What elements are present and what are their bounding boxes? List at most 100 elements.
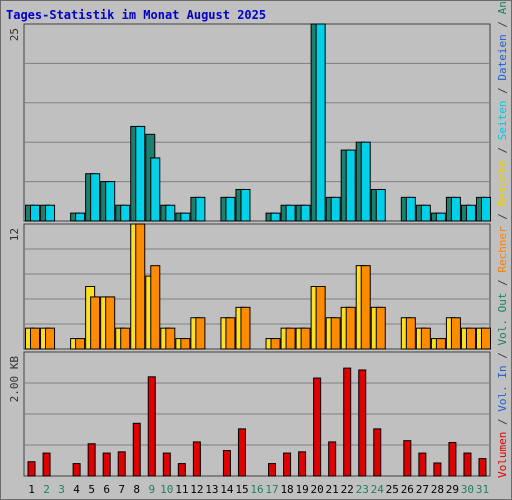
day-label-1: 1 — [28, 483, 35, 496]
day-label-8: 8 — [133, 483, 140, 496]
legend-segment-4: Vol. Out — [496, 293, 509, 346]
bar-volumen-day-29 — [448, 442, 457, 477]
bar-rechner-day-5 — [90, 296, 101, 350]
bar-seiten-day-24 — [375, 188, 386, 222]
bar-volumen-day-23 — [358, 369, 367, 477]
bar-volumen-day-8 — [132, 422, 141, 477]
legend-segment-1: / — [496, 412, 509, 432]
bar-volumen-day-7 — [117, 451, 126, 477]
bar-rechner-day-15 — [240, 306, 251, 350]
bar-rechner-day-8 — [135, 223, 146, 350]
bar-volumen-day-30 — [463, 452, 472, 477]
bar-volumen-day-15 — [237, 428, 246, 477]
day-label-26: 26 — [401, 483, 414, 496]
day-label-4: 4 — [73, 483, 80, 496]
day-label-5: 5 — [88, 483, 95, 496]
bar-seiten-day-29 — [450, 196, 461, 222]
bar-rechner-day-14 — [225, 317, 236, 350]
day-label-17: 17 — [265, 483, 278, 496]
bar-seiten-day-28 — [435, 212, 446, 222]
day-label-11: 11 — [175, 483, 188, 496]
bar-seiten-day-5 — [90, 173, 101, 222]
day-label-3: 3 — [58, 483, 65, 496]
bar-volumen-day-6 — [102, 452, 111, 477]
bar-volumen-day-17 — [268, 463, 277, 477]
day-label-29: 29 — [446, 483, 459, 496]
bar-seiten-day-11 — [180, 212, 191, 222]
bar-seiten-day-26 — [405, 196, 416, 222]
bar-seiten-day-22 — [345, 149, 356, 222]
bar-seiten-day-21 — [330, 196, 341, 222]
legend-segment-3: / — [496, 346, 509, 366]
bar-volumen-day-12 — [192, 441, 201, 477]
bar-seiten-day-30 — [465, 204, 476, 222]
bar-seiten-day-23 — [360, 141, 371, 222]
day-label-25: 25 — [386, 483, 399, 496]
bar-rechner-day-9 — [150, 265, 161, 350]
bar-volumen-day-21 — [328, 441, 337, 477]
bar-seiten-day-17 — [270, 212, 281, 222]
legend-segment-5: / — [496, 273, 509, 293]
day-label-14: 14 — [220, 483, 234, 496]
legend-segment-6: Rechner — [496, 226, 509, 273]
bar-seiten-day-6 — [105, 181, 116, 222]
bar-volumen-day-31 — [478, 458, 487, 477]
bar-rechner-day-22 — [345, 306, 356, 350]
panel-bottom-ymax-label: 2.00 KB — [8, 356, 21, 403]
bar-volumen-day-1 — [27, 461, 36, 477]
bar-rechner-day-21 — [330, 317, 341, 350]
legend-segment-8: Besuche — [496, 160, 509, 206]
bar-rechner-day-30 — [465, 327, 476, 350]
day-label-20: 20 — [311, 483, 324, 496]
bar-volumen-day-14 — [222, 450, 231, 477]
legend-segment-10: Seiten — [496, 100, 509, 140]
bar-volumen-day-18 — [283, 452, 292, 477]
bar-seiten-day-4 — [75, 212, 86, 222]
bar-volumen-day-2 — [42, 452, 51, 477]
bar-seiten-day-1 — [30, 204, 41, 222]
bar-volumen-day-26 — [403, 440, 412, 477]
bar-volumen-day-5 — [87, 443, 96, 477]
day-label-15: 15 — [235, 483, 248, 496]
bar-volumen-day-10 — [162, 452, 171, 477]
day-label-27: 27 — [416, 483, 429, 496]
bar-rechner-day-12 — [195, 317, 206, 350]
day-label-22: 22 — [341, 483, 354, 496]
bar-seiten-day-19 — [300, 204, 311, 222]
bar-seiten-day-12 — [195, 196, 206, 222]
bar-seiten-day-2 — [45, 204, 56, 222]
day-label-16: 16 — [250, 483, 263, 496]
bar-volumen-day-22 — [343, 367, 352, 477]
legend-text: Volumen / Vol. In / Vol. Out / Rechner /… — [496, 0, 509, 478]
panel-middle-ymax-label: 12 — [8, 228, 21, 241]
bar-seiten-day-8 — [135, 125, 146, 222]
day-label-28: 28 — [431, 483, 444, 496]
day-label-31: 31 — [476, 483, 489, 496]
legend-segment-2: Vol. In — [496, 365, 509, 411]
bar-rechner-day-4 — [75, 338, 86, 350]
day-label-23: 23 — [356, 483, 369, 496]
bar-volumen-day-11 — [177, 463, 186, 477]
day-label-2: 2 — [43, 483, 50, 496]
day-label-7: 7 — [118, 483, 125, 496]
bar-seiten-day-31 — [480, 196, 491, 222]
bar-rechner-day-6 — [105, 296, 116, 350]
bar-rechner-day-7 — [120, 327, 131, 350]
bar-rechner-day-27 — [420, 327, 431, 350]
bar-volumen-day-27 — [418, 452, 427, 477]
bar-rechner-day-20 — [315, 286, 326, 350]
day-label-30: 30 — [461, 483, 474, 496]
bar-rechner-day-17 — [270, 338, 281, 350]
bar-seiten-day-9 — [150, 157, 161, 222]
chart-title: Tages-Statistik im Monat August 2025 — [6, 8, 267, 22]
bar-seiten-day-14 — [225, 196, 236, 222]
bar-rechner-day-2 — [45, 327, 56, 350]
bar-rechner-day-24 — [375, 306, 386, 350]
bar-rechner-day-26 — [405, 317, 416, 350]
bar-rechner-day-11 — [180, 338, 191, 350]
bar-rechner-day-28 — [435, 338, 446, 350]
day-label-18: 18 — [280, 483, 293, 496]
day-label-13: 13 — [205, 483, 218, 496]
panel-top-ymax-label: 25 — [8, 28, 21, 41]
